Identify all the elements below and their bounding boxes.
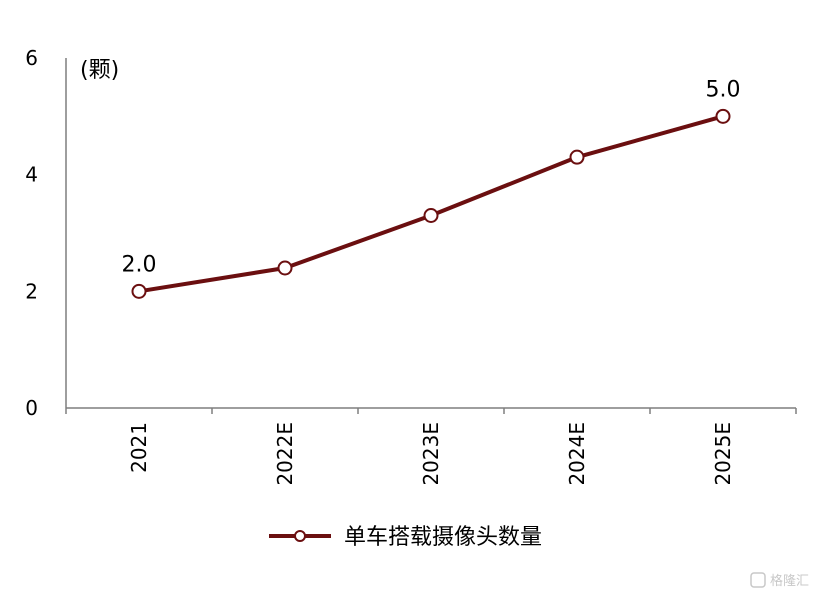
data-label: 2.0 — [122, 252, 157, 277]
x-ticks — [65, 408, 797, 414]
watermark-text: 格隆汇 — [770, 573, 809, 589]
x-tick-label: 2025E — [711, 422, 735, 486]
series-line — [137, 114, 725, 294]
y-tick-label: 2 — [25, 279, 38, 303]
watermark-logo — [750, 572, 766, 588]
y-tick-label: 0 — [25, 396, 38, 420]
data-point — [423, 208, 439, 223]
y-ticks: 0 2 4 6 — [25, 46, 38, 420]
watermark: 格隆汇 — [750, 572, 809, 589]
series-layer — [131, 108, 731, 299]
legend: 单车搭载摄像头数量 — [269, 525, 542, 550]
x-tick-label: 2021 — [127, 422, 151, 473]
y-tick-label: 6 — [25, 46, 38, 70]
x-tick-label: 2022E — [273, 422, 297, 486]
y-tick-label: 4 — [25, 163, 38, 187]
data-point — [715, 108, 731, 124]
data-point — [131, 283, 147, 299]
data-point — [569, 149, 585, 165]
x-tick-label: 2024E — [565, 422, 589, 486]
x-tick-labels: 2021 2022E 2023E 2024E 2025E — [127, 422, 735, 486]
legend-label: 单车搭载摄像头数量 — [344, 525, 542, 550]
y-unit-label: (颗) — [80, 58, 119, 83]
data-label: 5.0 — [706, 77, 741, 102]
data-labels: 2.0 5.0 — [122, 77, 741, 277]
x-tick-label: 2023E — [419, 422, 443, 486]
legend-marker-swatch — [294, 530, 306, 542]
axes — [65, 58, 796, 409]
data-point — [277, 260, 293, 276]
